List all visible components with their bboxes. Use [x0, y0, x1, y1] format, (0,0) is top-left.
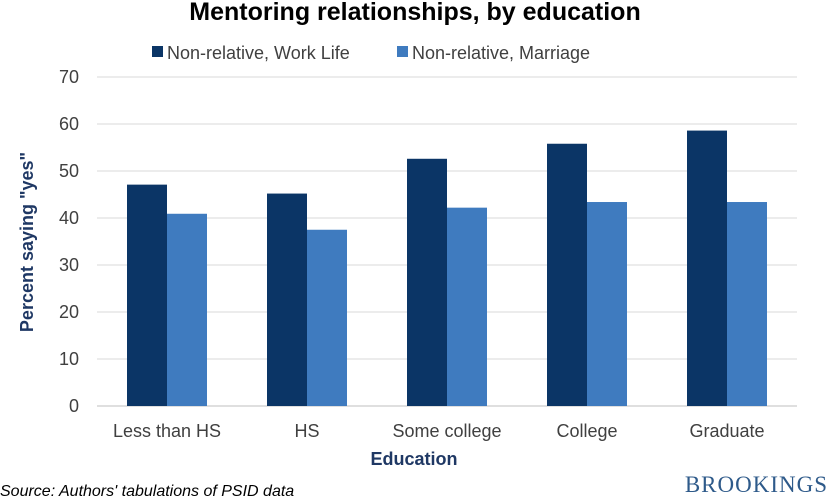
- x-tick-label: College: [556, 421, 617, 441]
- y-tick-label: 50: [59, 161, 79, 181]
- bar-marriage: [447, 207, 487, 406]
- x-tick-label: Less than HS: [113, 421, 221, 441]
- brookings-logo: BROOKINGS: [684, 472, 828, 497]
- y-tick-label: 30: [59, 255, 79, 275]
- bar-marriage: [167, 213, 207, 406]
- y-tick-label: 60: [59, 114, 79, 134]
- x-axis-title: Education: [370, 449, 457, 469]
- legend-swatch: [152, 46, 163, 57]
- bar-work-life: [407, 158, 447, 406]
- x-axis-ticks: Less than HS HS Some college College Graduat…: [113, 421, 765, 441]
- x-tick-label: Graduate: [689, 421, 764, 441]
- bar-marriage: [727, 202, 767, 406]
- chart-title: Mentoring relationships, by education: [189, 0, 640, 26]
- bar-work-life: [267, 193, 307, 406]
- bar-work-life: [127, 184, 167, 406]
- source-note: Source: Authors' tabulations of PSID dat…: [0, 483, 295, 500]
- legend-label: Non-relative, Marriage: [412, 43, 590, 63]
- bar-marriage: [307, 229, 347, 406]
- y-axis-title: Percent saying "yes": [17, 152, 37, 332]
- x-tick-label: HS: [294, 421, 319, 441]
- legend-swatch: [397, 46, 408, 57]
- x-tick-label: Some college: [392, 421, 501, 441]
- y-tick-label: 70: [59, 67, 79, 87]
- y-tick-label: 10: [59, 349, 79, 369]
- legend-label: Non-relative, Work Life: [167, 43, 350, 63]
- bars: [127, 130, 767, 407]
- y-tick-label: 40: [59, 208, 79, 228]
- legend: Non-relative, Work Life Non-relative, Mar…: [152, 43, 590, 63]
- bar-work-life: [687, 130, 727, 406]
- bar-work-life: [547, 143, 587, 407]
- y-axis-ticks: 0 10 20 30 40 50 60 70: [59, 67, 79, 416]
- y-tick-label: 0: [69, 396, 79, 416]
- bar-marriage: [587, 202, 627, 406]
- y-tick-label: 20: [59, 302, 79, 322]
